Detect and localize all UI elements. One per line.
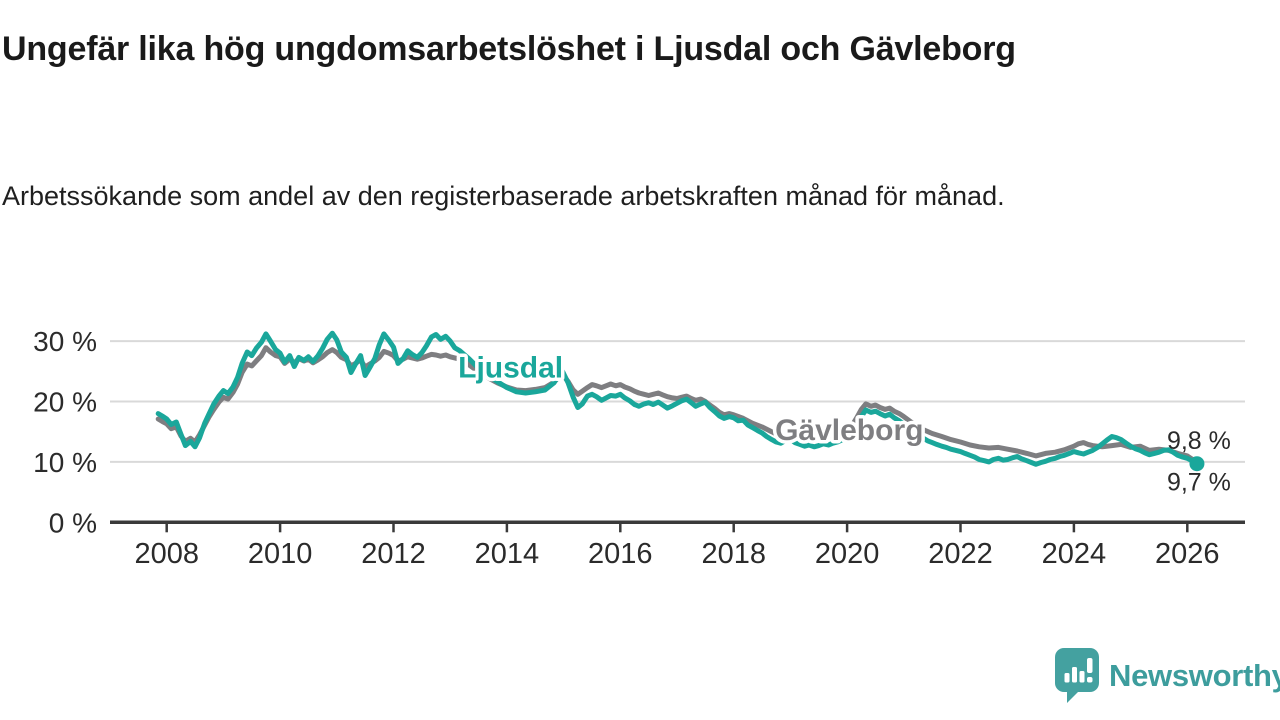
y-tick-label: 30 % xyxy=(33,326,97,357)
newsworthy-logo: Newsworthy xyxy=(1054,647,1280,704)
series-end-dot xyxy=(1189,456,1205,472)
x-tick-label: 2010 xyxy=(248,538,313,570)
newsworthy-icon xyxy=(1055,648,1099,703)
x-tick-label: 2020 xyxy=(815,538,880,570)
x-tick-label: 2012 xyxy=(361,538,426,570)
x-tick-label: 2014 xyxy=(475,538,540,570)
end-value-label-gävleborg: 9,8 % xyxy=(1167,427,1231,455)
x-tick-label: 2018 xyxy=(701,538,766,570)
end-value-label-ljusdal: 9,7 % xyxy=(1167,469,1231,497)
page-subtitle: Arbetssökande som andel av den registerb… xyxy=(2,181,1005,211)
x-tick-label: 2016 xyxy=(588,538,653,570)
y-tick-label: 10 % xyxy=(33,447,97,478)
x-tick-label: 2022 xyxy=(928,538,993,570)
y-tick-label: 20 % xyxy=(33,387,97,418)
x-tick-label: 2026 xyxy=(1155,538,1220,570)
series-line-ljusdal xyxy=(155,330,1200,467)
newsworthy-wordmark: Newsworthy xyxy=(1109,657,1280,693)
series-label-ljusdal: Ljusdal xyxy=(458,351,563,384)
page-title: Ungefär lika hög ungdomsarbetslöshet i L… xyxy=(2,30,1016,68)
x-tick-label: 2024 xyxy=(1042,538,1107,570)
series-label-gävleborg: Gävleborg xyxy=(775,414,923,447)
x-tick-label: 2008 xyxy=(134,538,199,570)
y-tick-label: 0 % xyxy=(49,507,97,538)
